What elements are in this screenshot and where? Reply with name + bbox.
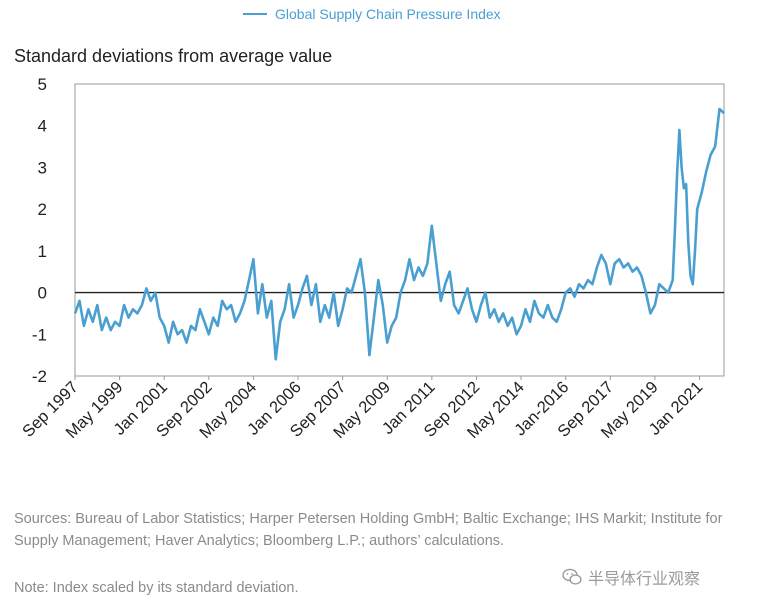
legend: Global Supply Chain Pressure Index <box>243 6 501 22</box>
y-tick-label: 1 <box>38 242 47 261</box>
y-tick-label: 3 <box>38 158 47 177</box>
wechat-logo-icon <box>562 568 582 585</box>
series-line-0 <box>73 107 725 361</box>
source-text: Sources: Bureau of Labor Statistics; Har… <box>14 511 723 549</box>
y-tick-label: -1 <box>32 325 47 344</box>
watermark-text: 半导体行业观察 <box>588 571 701 588</box>
y-axis: -2 -1 0 1 2 3 4 5 <box>32 75 47 386</box>
watermark: 半导体行业观察 <box>562 565 700 589</box>
y-tick-label: 2 <box>38 200 47 219</box>
y-tick-label: -2 <box>32 367 47 386</box>
y-tick-label: 4 <box>38 117 47 136</box>
y-tick-label: 5 <box>38 75 47 94</box>
legend-label: Global Supply Chain Pressure Index <box>275 6 501 22</box>
note-text: Note: Index scaled by its standard devia… <box>14 580 299 596</box>
plot-frame <box>74 83 725 377</box>
series-layer <box>73 107 725 361</box>
y-axis-label: Standard deviations from average value <box>14 46 333 66</box>
y-tick-label: 0 <box>38 284 47 303</box>
legend-line-swatch <box>243 13 267 15</box>
